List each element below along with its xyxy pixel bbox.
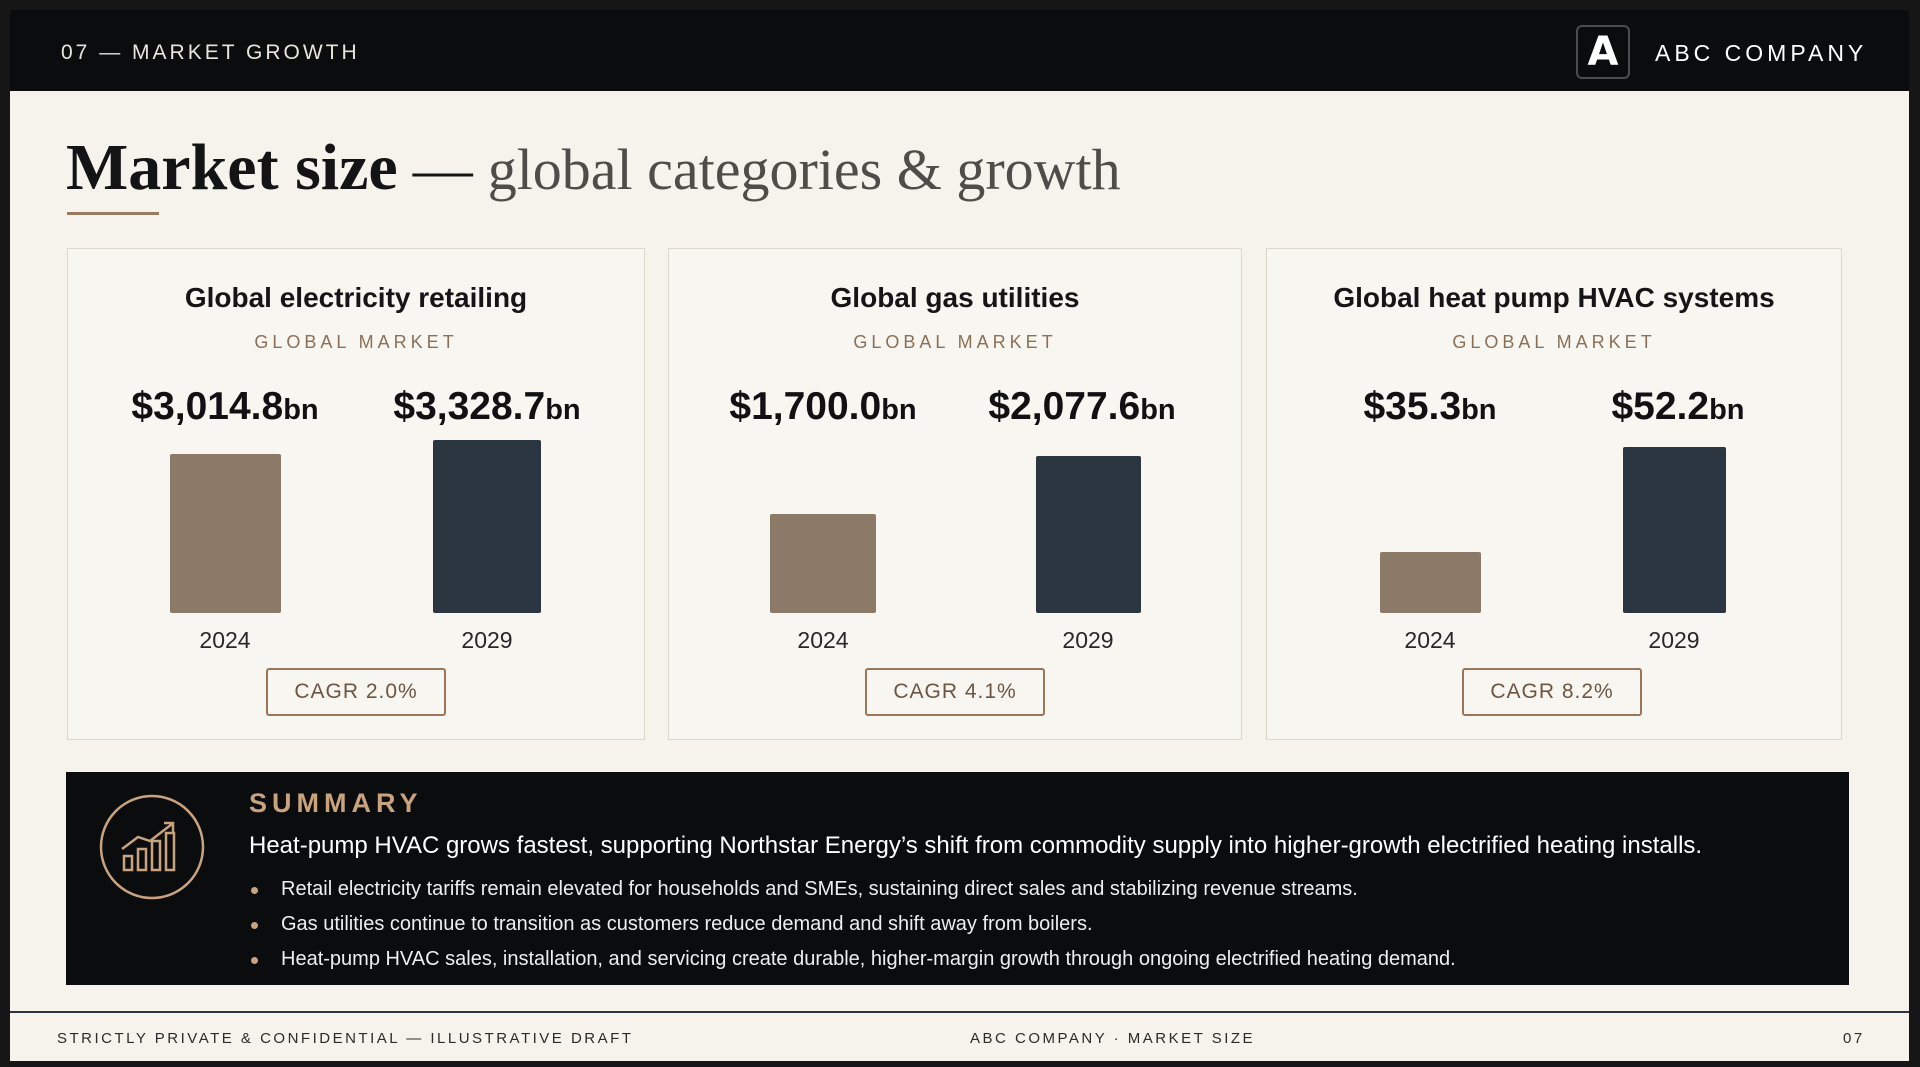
- value-label-2029: $52.2bn: [1558, 385, 1798, 429]
- value-unit: bn: [1461, 394, 1497, 426]
- title-underline: [67, 212, 159, 215]
- chart-title: Global electricity retailing: [184, 282, 528, 313]
- value-unit: bn: [1140, 394, 1176, 426]
- company-logo: A: [1576, 25, 1630, 79]
- value-unit: bn: [545, 394, 581, 426]
- cagr-badge: CAGR 2.0%: [266, 668, 446, 716]
- value-number: $2,077.6: [988, 385, 1141, 428]
- value-label-2024: $35.3bn: [1310, 385, 1550, 429]
- value-number: $52.2: [1611, 385, 1710, 428]
- bar-2029: [1035, 456, 1141, 613]
- value-unit: bn: [881, 394, 917, 426]
- chart-card-heat-pump: Global heat pump HVAC systems GLOBAL MAR…: [1266, 248, 1842, 740]
- top-bar: 07 — MARKET GROWTH A ABC COMPANY: [10, 10, 1909, 91]
- cagr-badge: CAGR 8.2%: [1462, 668, 1642, 716]
- bar-2024: [770, 513, 876, 613]
- cagr-badge: CAGR 4.1%: [865, 668, 1045, 716]
- summary-heading: SUMMARY: [249, 788, 423, 818]
- summary-lead: Heat-pump HVAC grows fastest, supporting…: [249, 832, 1703, 859]
- value-number: $3,014.8: [131, 385, 284, 428]
- value-number: $3,328.7: [393, 385, 546, 428]
- footer-divider: [10, 1011, 1909, 1013]
- value-label-2024: $1,700.0bn: [703, 385, 943, 429]
- summary-bullet: Gas utilities continue to transition as …: [249, 907, 1456, 942]
- x-tick-label: 2029: [1648, 627, 1700, 653]
- chart-title: Global heat pump HVAC systems: [1333, 282, 1775, 313]
- x-tick-label: 2024: [199, 627, 251, 653]
- x-tick-label: 2029: [1062, 627, 1114, 653]
- chart-title: Global gas utilities: [830, 282, 1080, 313]
- summary-bullet: Heat-pump HVAC sales, installation, and …: [249, 942, 1456, 977]
- x-tick-label: 2024: [797, 627, 849, 653]
- bar-2029: [433, 440, 541, 613]
- chart-subtitle: GLOBAL MARKET: [853, 332, 1057, 352]
- summary-bullet: Retail electricity tariffs remain elevat…: [249, 872, 1456, 907]
- value-unit: bn: [283, 394, 319, 426]
- title-separator: —: [397, 136, 488, 202]
- summary-bullets: Retail electricity tariffs remain elevat…: [249, 872, 1456, 977]
- footer-center: ABC COMPANY · MARKET SIZE: [970, 1030, 1256, 1047]
- title-strong: Market size: [66, 131, 398, 204]
- chart-card-gas: Global gas utilities GLOBAL MARKET $1,70…: [668, 248, 1242, 740]
- chart-subtitle: GLOBAL MARKET: [254, 332, 458, 352]
- bar-2024: [169, 454, 281, 613]
- value-label-2024: $3,014.8bn: [105, 385, 345, 429]
- value-label-2029: $3,328.7bn: [367, 385, 607, 429]
- footer-confidentiality: STRICTLY PRIVATE & CONFIDENTIAL — ILLUST…: [57, 1030, 634, 1047]
- slide: 07 — MARKET GROWTH A ABC COMPANY Market …: [10, 10, 1909, 1061]
- summary-panel: SUMMARY Heat-pump HVAC grows fastest, su…: [66, 772, 1849, 985]
- chart-subtitle: GLOBAL MARKET: [1452, 332, 1656, 352]
- bar-2024: [1379, 552, 1481, 613]
- x-tick-label: 2024: [1404, 627, 1456, 653]
- bar-2029: [1622, 447, 1726, 613]
- value-number: $35.3: [1363, 385, 1462, 428]
- chart-card-electricity: Global electricity retailing GLOBAL MARK…: [67, 248, 645, 740]
- value-unit: bn: [1709, 394, 1745, 426]
- x-tick-label: 2029: [461, 627, 513, 653]
- section-label: 07 — MARKET GROWTH: [61, 41, 360, 64]
- page-title: Market size — global categories & growth: [66, 130, 1121, 206]
- value-label-2029: $2,077.6bn: [962, 385, 1202, 429]
- page-number: 07: [1843, 1030, 1865, 1047]
- company-name: ABC COMPANY: [1655, 40, 1868, 66]
- value-number: $1,700.0: [729, 385, 882, 428]
- growth-chart-icon: [99, 794, 205, 900]
- title-light: global categories & growth: [487, 137, 1121, 202]
